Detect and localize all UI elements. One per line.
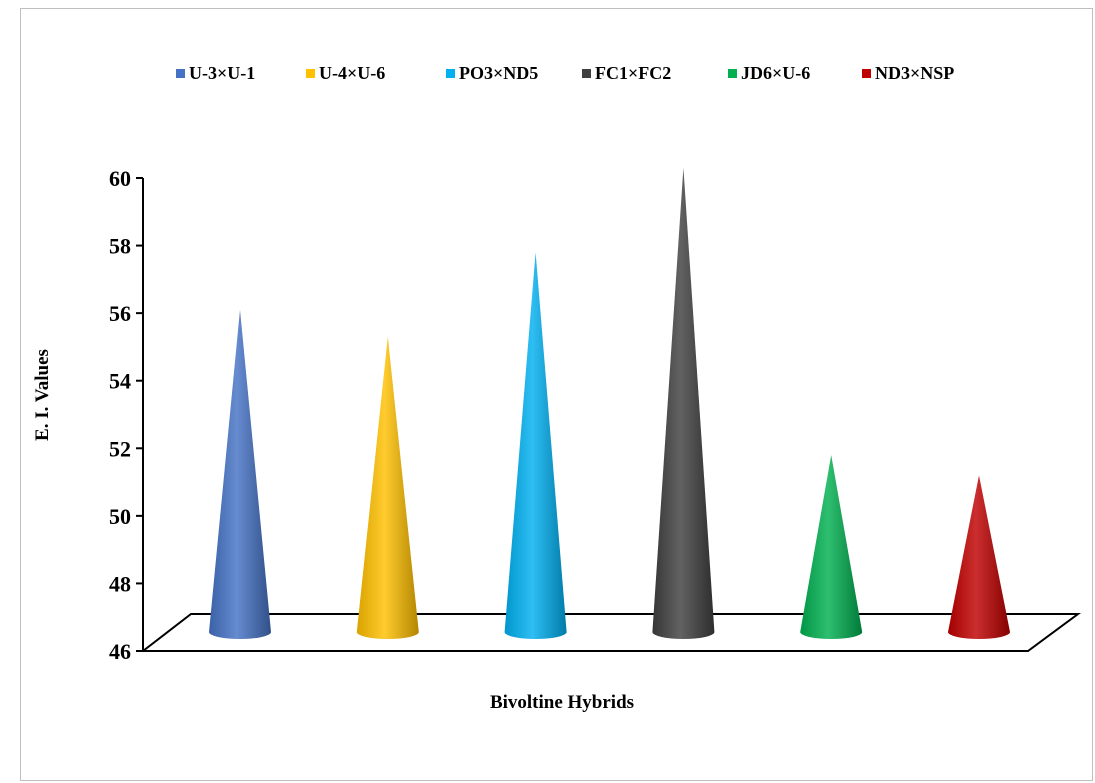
cone-2 <box>356 336 419 640</box>
y-axis-ticks: 46 48 50 52 54 56 58 60 <box>109 166 143 664</box>
legend-swatch-3 <box>446 68 455 78</box>
legend-item-5: JD6×U-6 <box>728 58 810 88</box>
y-tick-label: 56 <box>109 301 131 326</box>
cone-4 <box>652 167 715 640</box>
cone-5 <box>800 455 863 640</box>
y-tick-label: 50 <box>109 504 131 529</box>
chart-cones <box>209 167 1010 640</box>
legend-label-3: PO3×ND5 <box>459 62 539 83</box>
y-axis-title: E. I. Values <box>32 349 53 441</box>
legend-label-2: U-4×U-6 <box>319 62 386 83</box>
y-tick-label: 60 <box>109 166 131 191</box>
cone-6 <box>948 475 1010 639</box>
chart-frame <box>20 8 1093 781</box>
legend-label-6: ND3×NSP <box>875 62 955 83</box>
legend-label-4: FC1×FC2 <box>595 62 672 83</box>
legend-swatch-1 <box>176 68 185 78</box>
y-tick-label: 46 <box>109 639 131 664</box>
legend-item-4: FC1×FC2 <box>582 58 671 88</box>
y-tick-label: 52 <box>109 436 131 461</box>
legend-label-5: JD6×U-6 <box>741 62 811 83</box>
y-tick-label: 58 <box>109 234 131 259</box>
legend-item-2: U-4×U-6 <box>306 58 385 88</box>
legend-item-3: PO3×ND5 <box>446 58 538 88</box>
y-tick-label: 54 <box>109 369 131 394</box>
legend-item-1: U-3×U-1 <box>176 58 255 88</box>
y-tick-label: 48 <box>109 571 131 596</box>
chart-floor <box>140 613 1082 652</box>
legend-item-6: ND3×NSP <box>862 58 954 88</box>
chart-legend: U-3×U-1 U-4×U-6 PO3×ND5 FC1×FC2 JD6×U-6 … <box>0 58 1095 88</box>
cone-1 <box>209 309 271 639</box>
cone-3 <box>504 252 567 640</box>
legend-swatch-4 <box>582 68 591 78</box>
legend-swatch-2 <box>306 68 315 78</box>
x-axis-title: Bivoltine Hybrids <box>490 692 634 713</box>
legend-swatch-6 <box>862 68 871 78</box>
legend-swatch-5 <box>728 68 737 78</box>
legend-label-1: U-3×U-1 <box>189 62 256 83</box>
